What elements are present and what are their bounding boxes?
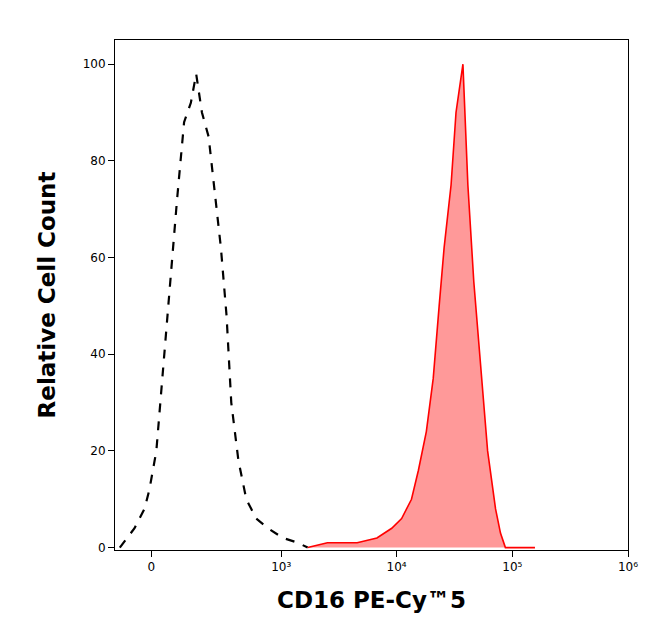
svg-text:80: 80 <box>90 154 105 168</box>
svg-text:100: 100 <box>83 57 106 71</box>
svg-text:10⁴: 10⁴ <box>387 560 407 574</box>
svg-text:0: 0 <box>98 541 106 555</box>
svg-text:0: 0 <box>148 560 156 574</box>
svg-text:20: 20 <box>90 444 105 458</box>
svg-text:60: 60 <box>90 251 105 265</box>
svg-text:10⁵: 10⁵ <box>502 560 522 574</box>
svg-text:Relative Cell Count: Relative Cell Count <box>34 172 60 419</box>
svg-text:10³: 10³ <box>271 560 291 574</box>
svg-text:10⁶: 10⁶ <box>618 560 638 574</box>
svg-text:CD16 PE-Cy™5: CD16 PE-Cy™5 <box>277 587 466 613</box>
svg-text:40: 40 <box>90 347 105 361</box>
